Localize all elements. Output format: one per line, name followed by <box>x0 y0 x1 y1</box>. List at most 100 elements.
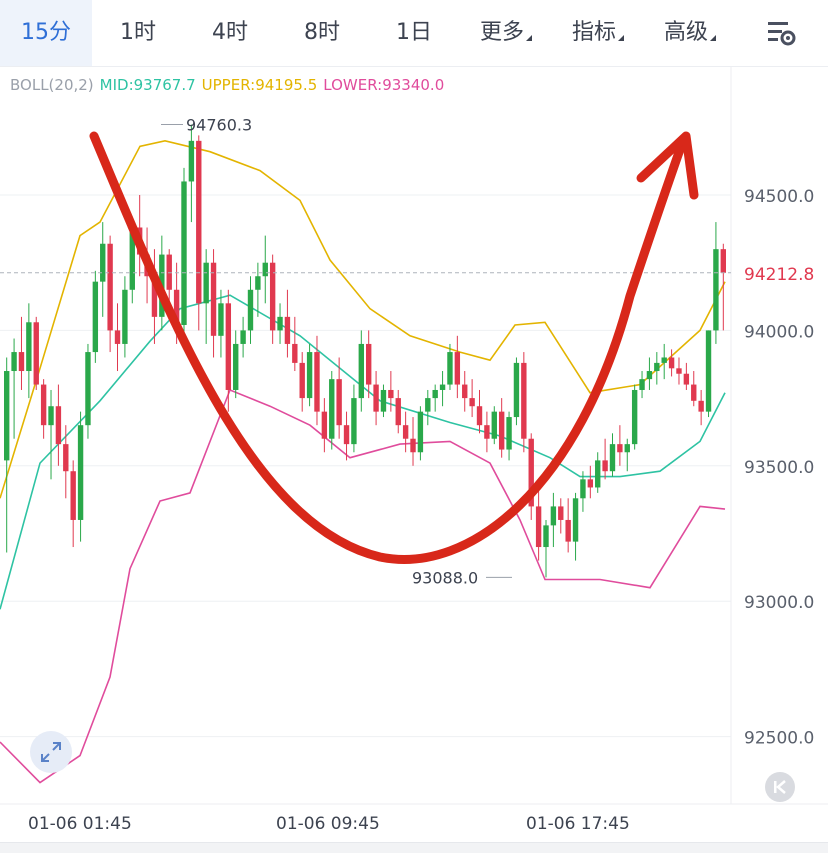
tab-4h[interactable]: 4时 <box>184 0 276 66</box>
boll-legend: BOLL(20,2) MID:93767.7 UPPER:94195.5 LOWER:… <box>10 76 450 94</box>
candle-body <box>720 249 726 273</box>
candle-body <box>439 384 446 390</box>
candle-body <box>18 352 25 372</box>
candle-body <box>380 389 387 412</box>
tab-indicators[interactable]: 指标 <box>552 0 644 66</box>
candle-body <box>4 371 10 461</box>
candle-body <box>691 384 697 401</box>
candle-body <box>587 479 594 488</box>
candle-body <box>218 303 224 336</box>
candle-body <box>299 362 305 399</box>
expand-icon <box>41 742 61 762</box>
candle-body <box>247 289 254 331</box>
time-tick-label: 01-06 17:45 <box>526 814 630 834</box>
candle-body <box>558 506 564 520</box>
jump-to-start-icon <box>774 780 786 794</box>
candle-body <box>676 368 682 374</box>
candle-body <box>580 479 586 499</box>
candle-body <box>366 343 372 385</box>
bottom-strip <box>0 842 828 853</box>
candle-body <box>550 506 557 526</box>
tab-1d-label: 1日 <box>396 20 432 45</box>
candle-body <box>373 384 379 412</box>
caret-down-icon <box>710 35 716 41</box>
scroll-to-latest-button[interactable] <box>765 772 795 802</box>
candle-body <box>151 276 158 317</box>
candle-body <box>713 249 719 331</box>
price-tick-label: 93000.0 <box>744 593 814 613</box>
candle-body <box>476 406 483 426</box>
candle-body <box>447 352 453 385</box>
candle-body <box>63 444 69 472</box>
candle-body <box>484 425 490 439</box>
candle-body <box>26 322 32 372</box>
candle-body <box>314 352 320 412</box>
candle-body <box>654 362 660 372</box>
tab-1d[interactable]: 1日 <box>368 0 460 66</box>
candle-body <box>425 398 431 412</box>
high-annotation-label: 94760.3 <box>186 116 252 135</box>
low-annotation-label: 93088.0 <box>412 568 478 587</box>
candle-body <box>572 498 579 542</box>
candle-body <box>92 281 99 353</box>
candle-body <box>646 371 653 380</box>
boll-lower: LOWER:93340.0 <box>323 76 445 94</box>
candlestick-chart[interactable]: 94760.3 93088.0 94500.0 94000.0 93500.0 9300… <box>0 66 828 842</box>
tab-1h[interactable]: 1时 <box>92 0 184 66</box>
tab-1h-label: 1时 <box>120 20 156 45</box>
candle-body <box>292 343 298 363</box>
time-axis: 01-06 01:45 01-06 09:45 01-06 17:45 <box>28 814 630 834</box>
price-tick-label: 94000.0 <box>744 322 814 342</box>
boll-name: BOLL(20,2) <box>10 76 94 94</box>
candle-body <box>55 406 62 445</box>
candle-body <box>462 384 468 399</box>
grid-lines <box>0 194 731 738</box>
candle-body <box>77 425 84 520</box>
candle-body <box>595 460 601 488</box>
candle-body <box>203 262 209 304</box>
candle-body <box>521 362 527 439</box>
candle-body <box>210 262 217 336</box>
candle-body <box>48 406 54 426</box>
tab-more[interactable]: 更多 <box>460 0 552 66</box>
candle-body <box>306 352 313 399</box>
candle-body <box>255 276 261 290</box>
candle-body <box>491 411 497 439</box>
price-tick-label: 92500.0 <box>744 729 814 749</box>
boll-upper-line <box>0 139 726 499</box>
candle-body <box>196 140 202 304</box>
candle-body <box>33 322 39 385</box>
candles <box>4 124 726 578</box>
candle-body <box>240 330 246 344</box>
tab-more-label: 更多 <box>479 20 524 45</box>
candle-body <box>402 425 409 439</box>
chart-settings-button[interactable] <box>760 16 804 50</box>
candle-body <box>225 303 232 390</box>
candle-body <box>358 343 364 399</box>
price-tick-label: 94500.0 <box>744 187 814 207</box>
candle-body <box>498 411 505 450</box>
tab-15m[interactable]: 15分 <box>0 0 92 66</box>
candle-body <box>233 343 239 390</box>
arrow-head-icon <box>636 131 699 200</box>
candle-body <box>122 289 128 344</box>
candle-body <box>70 471 76 520</box>
caret-down-icon <box>618 35 624 41</box>
tab-advanced[interactable]: 高级 <box>644 0 736 66</box>
candle-body <box>698 400 704 412</box>
candle-body <box>107 243 113 331</box>
candle-body <box>129 227 135 290</box>
tab-4h-label: 4时 <box>212 20 248 45</box>
timeframe-tab-bar: 15分 1时 4时 8时 1日 更多 指标 高级 <box>0 0 828 67</box>
candle-body <box>624 444 630 453</box>
candle-body <box>454 352 461 385</box>
candle-body <box>173 289 180 325</box>
boll-mid-line <box>0 294 726 610</box>
u-arrow-curve <box>89 131 689 564</box>
candle-body <box>609 444 616 472</box>
fullscreen-button[interactable] <box>30 731 72 773</box>
candle-body <box>410 438 416 453</box>
tab-8h[interactable]: 8时 <box>276 0 368 66</box>
candle-body <box>535 506 542 548</box>
candle-body <box>513 362 520 418</box>
